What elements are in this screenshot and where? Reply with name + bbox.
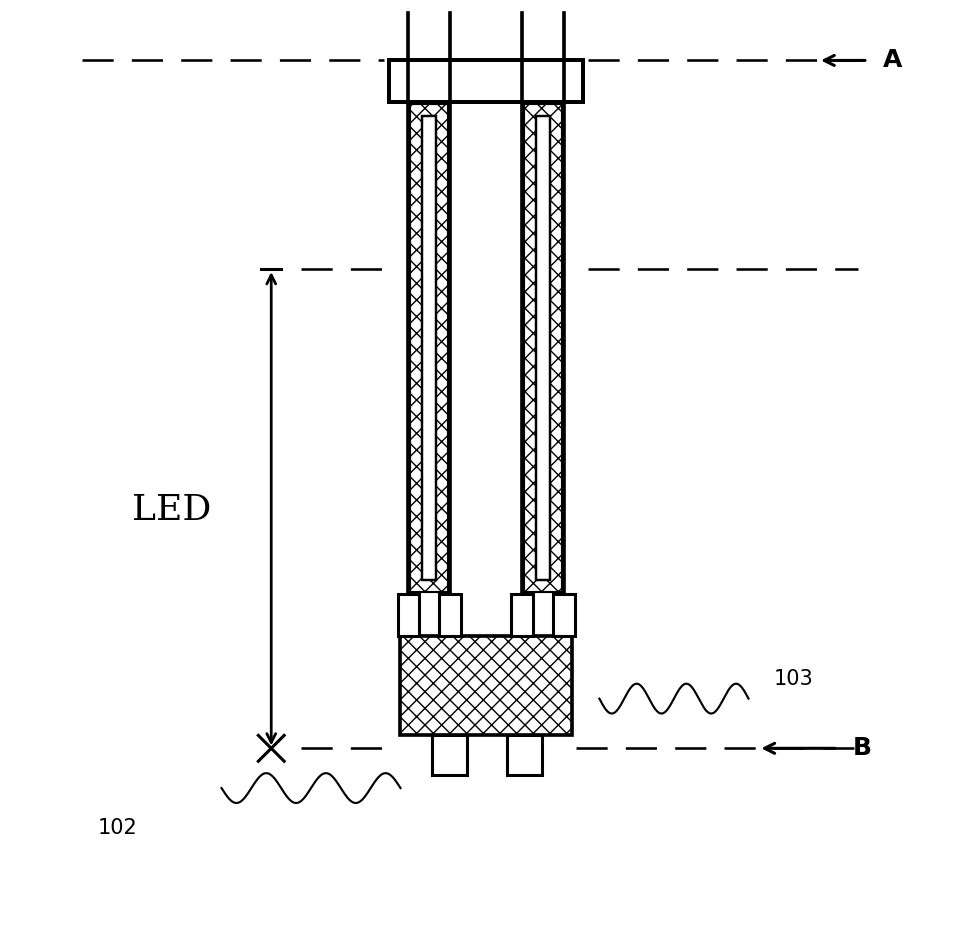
Bar <box>390 62 582 101</box>
Text: B: B <box>853 736 872 760</box>
Bar <box>440 594 461 636</box>
Text: 102: 102 <box>98 818 137 838</box>
Bar <box>398 594 419 636</box>
Bar <box>511 594 532 636</box>
Bar <box>401 636 571 735</box>
Bar <box>535 116 550 580</box>
Bar <box>524 105 562 592</box>
Bar <box>422 116 436 580</box>
Bar <box>553 594 574 636</box>
Bar <box>432 735 467 775</box>
Bar <box>507 735 542 775</box>
Text: 103: 103 <box>773 669 813 688</box>
Bar <box>410 105 448 592</box>
Text: A: A <box>882 49 902 73</box>
Text: LED: LED <box>133 493 212 527</box>
